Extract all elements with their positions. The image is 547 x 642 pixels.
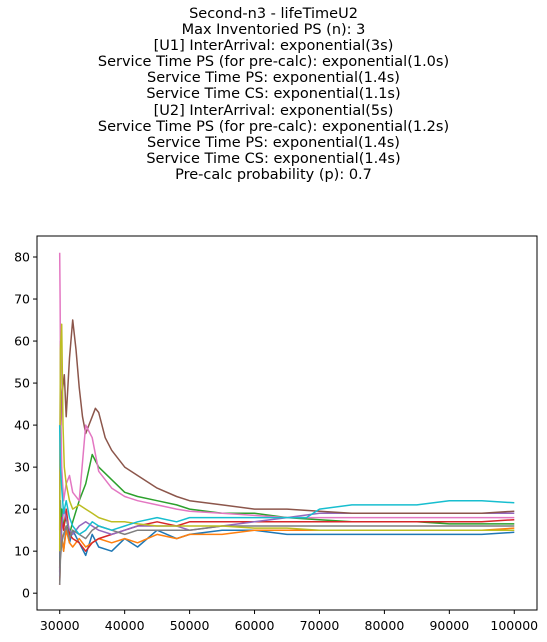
- y-tick-label: 50: [14, 376, 30, 391]
- series-line-1: [58, 499, 515, 573]
- series-layer: [58, 252, 515, 585]
- chart-subtitle-line-3: [U1] InterArrival: exponential(3s): [153, 38, 394, 55]
- series-line-3: [58, 453, 515, 569]
- y-axis: 0 10 20 30 40 50 60 70 80: [14, 250, 37, 601]
- chart-subtitle-line-10: Service Time CS: exponential(1.4s): [146, 150, 401, 167]
- series-line-2: [58, 527, 515, 581]
- y-tick-label: 40: [14, 418, 30, 433]
- chart-subtitle-line-4: Service Time PS (for pre-calc): exponent…: [97, 54, 450, 71]
- y-tick-label: 0: [22, 586, 30, 601]
- y-tick-label: 10: [14, 544, 30, 559]
- x-tick-label: 40000: [105, 618, 145, 633]
- series-line-4: [58, 508, 515, 585]
- series-line-8: [58, 525, 515, 585]
- y-tick-label: 30: [14, 460, 30, 475]
- x-tick-label: 90000: [429, 618, 469, 633]
- x-tick-label: 70000: [300, 618, 340, 633]
- chart-subtitle-line-7: [U2] InterArrival: exponential(5s): [153, 102, 394, 119]
- chart-subtitle-line-8: Service Time PS (for pre-calc): exponent…: [97, 118, 450, 135]
- chart-subtitle-line-9: Service Time PS: exponential(1.4s): [147, 134, 400, 151]
- x-tick-label: 100000: [490, 618, 538, 633]
- series-line-7: [58, 252, 515, 519]
- series-line-6: [58, 319, 515, 531]
- series-line-5: [58, 508, 515, 577]
- chart-subtitle-line-11: Pre-calc probability (p): 0.7: [175, 166, 372, 183]
- x-tick-label: 60000: [235, 618, 275, 633]
- chart-title-block: Second-n3 - lifeTimeU2 Max Inventoried P…: [0, 6, 547, 183]
- x-tick-label: 30000: [40, 618, 80, 633]
- x-axis: 30000 40000 50000 60000 70000 80000 90000 10000…: [40, 610, 538, 633]
- x-tick-label: 80000: [365, 618, 405, 633]
- y-tick-label: 20: [14, 502, 30, 517]
- chart-subtitle-line-2: Max Inventoried PS (n): 3: [181, 22, 366, 39]
- chart-subtitle-line-5: Service Time PS: exponential(1.4s): [147, 70, 400, 87]
- series-line-10: [58, 425, 515, 536]
- x-tick-label: 50000: [170, 618, 210, 633]
- y-tick-label: 60: [14, 334, 30, 349]
- chart-subtitle-line-6: Service Time CS: exponential(1.1s): [146, 86, 401, 103]
- chart-title: Second-n3 - lifeTimeU2: [189, 6, 358, 22]
- axes-frame: [36, 235, 538, 611]
- series-line-9: [58, 323, 515, 552]
- y-tick-label: 80: [14, 250, 30, 265]
- y-tick-label: 70: [14, 292, 30, 307]
